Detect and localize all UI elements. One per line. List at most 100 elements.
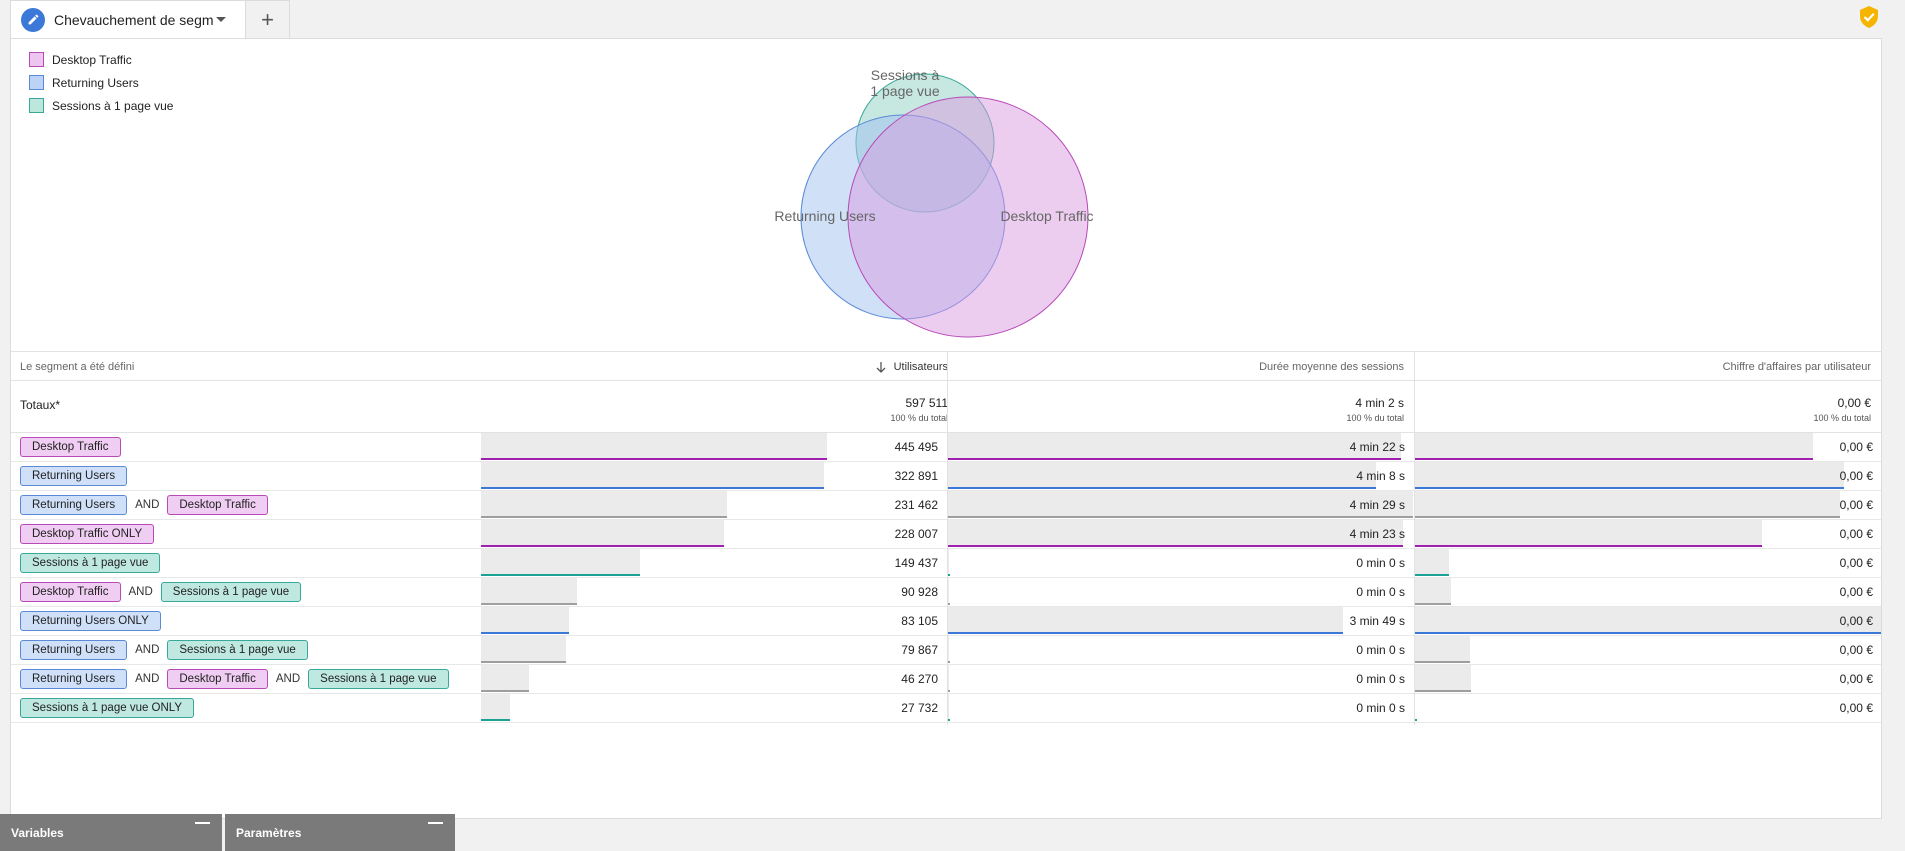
revenue-bar-line <box>1415 719 1417 721</box>
revenue-bar-line <box>1415 690 1471 692</box>
segment-chip[interactable]: Desktop Traffic ONLY <box>20 524 155 544</box>
duration-bar-line <box>948 632 1343 634</box>
duration-bar <box>948 491 1413 516</box>
venn-label-sessions-line2: 1 page vue <box>870 83 939 99</box>
segment-chip[interactable]: Returning Users <box>20 669 128 689</box>
table-row[interactable]: Returning Users AND Sessions à 1 page vue 7… <box>11 636 1881 665</box>
duration-cell: 4 min 22 s <box>948 433 1413 461</box>
column-header-segment[interactable]: Le segment a été défini <box>20 361 135 373</box>
table-row[interactable]: Returning Users 322 891 4 min 8 s 0,00 € <box>11 462 1881 491</box>
legend-item-returning: Returning Users <box>29 71 173 94</box>
segment-chip[interactable]: Sessions à 1 page vue <box>20 553 161 573</box>
venn-circle-desktop[interactable] <box>847 96 1089 338</box>
revenue-value: 0,00 € <box>1839 440 1873 454</box>
column-header-duration[interactable]: Durée moyenne des sessions <box>1259 361 1404 373</box>
users-cell: 445 495 <box>481 433 946 461</box>
revenue-bar-line <box>1415 458 1813 460</box>
users-bar <box>481 491 727 516</box>
duration-cell: 0 min 0 s <box>948 578 1413 606</box>
users-bar-line <box>481 516 727 518</box>
table-row[interactable]: Returning Users ONLY 83 105 3 min 49 s 0,00… <box>11 607 1881 636</box>
users-bar-line <box>481 487 824 489</box>
and-label: AND <box>135 673 160 685</box>
users-bar <box>481 694 510 719</box>
duration-bar <box>948 549 949 574</box>
legend-swatch <box>29 52 44 67</box>
column-header-users[interactable]: Utilisateurs <box>876 361 948 373</box>
users-bar-line <box>481 661 566 663</box>
arrow-down-icon <box>876 361 886 373</box>
duration-cell: 0 min 0 s <box>948 694 1413 722</box>
table-row[interactable]: Desktop Traffic ONLY 228 007 4 min 23 s 0,0… <box>11 520 1881 549</box>
segment-chip[interactable]: Desktop Traffic <box>167 669 268 689</box>
totals-duration: 4 min 2 s 100 % du total <box>1346 381 1404 423</box>
segment-chip[interactable]: Desktop Traffic <box>20 582 121 602</box>
segment-chip[interactable]: Desktop Traffic <box>20 437 121 457</box>
totals-users-value: 597 511 <box>905 396 949 410</box>
users-bar-line <box>481 690 529 692</box>
segment-chip[interactable]: Sessions à 1 page vue <box>308 669 449 689</box>
table-row[interactable]: Sessions à 1 page vue ONLY 27 732 0 min 0 … <box>11 694 1881 723</box>
users-cell: 149 437 <box>481 549 946 577</box>
segment-chip[interactable]: Returning Users <box>20 466 128 486</box>
segment-cell: Sessions à 1 page vue ONLY <box>20 694 195 722</box>
users-cell: 231 462 <box>481 491 946 519</box>
table-row[interactable]: Returning Users AND Desktop Traffic 231 462… <box>11 491 1881 520</box>
users-cell: 228 007 <box>481 520 946 548</box>
users-cell: 83 105 <box>481 607 946 635</box>
segment-chip[interactable]: Desktop Traffic <box>167 495 268 515</box>
totals-duration-value: 4 min 2 s <box>1355 396 1404 410</box>
totals-revenue-pct: 100 % du total <box>1813 413 1871 423</box>
revenue-bar <box>1415 520 1762 545</box>
duration-bar <box>948 636 949 661</box>
segment-chip[interactable]: Sessions à 1 page vue ONLY <box>20 698 195 718</box>
parametres-tab[interactable]: Paramètres <box>225 814 455 851</box>
chevron-down-icon[interactable] <box>216 17 226 22</box>
totals-users-pct: 100 % du total <box>890 413 948 423</box>
duration-bar-line <box>948 574 950 576</box>
segment-cell: Sessions à 1 page vue <box>20 549 161 577</box>
duration-bar <box>948 462 1376 487</box>
segment-chip[interactable]: Returning Users <box>20 495 128 515</box>
duration-bar-line <box>948 661 950 663</box>
column-header-revenue[interactable]: Chiffre d'affaires par utilisateur <box>1722 361 1871 373</box>
table-row[interactable]: Desktop Traffic AND Sessions à 1 page vue 9… <box>11 578 1881 607</box>
add-tab-button[interactable]: + <box>246 0 290 38</box>
table-row[interactable]: Desktop Traffic 445 495 4 min 22 s 0,00 € <box>11 433 1881 462</box>
table-row[interactable]: Returning Users AND Desktop Traffic AND Sess… <box>11 665 1881 694</box>
legend-label: Sessions à 1 page vue <box>52 98 174 113</box>
revenue-bar <box>1415 491 1840 516</box>
segment-chip[interactable]: Sessions à 1 page vue <box>167 640 308 660</box>
tab-bar: Chevauchement de segments + <box>0 0 1905 38</box>
minimize-icon[interactable] <box>428 822 443 824</box>
users-bar-line <box>481 603 577 605</box>
segment-cell: Returning Users <box>20 462 128 490</box>
users-cell: 46 270 <box>481 665 946 693</box>
duration-bar-line <box>948 719 950 721</box>
revenue-bar-line <box>1415 632 1881 634</box>
table-header: Le segment a été défini Utilisateurs Dur… <box>11 351 1881 381</box>
segment-chip[interactable]: Returning Users <box>20 640 128 660</box>
variables-tab[interactable]: Variables <box>0 814 222 851</box>
and-label: AND <box>135 499 160 511</box>
duration-bar <box>948 607 1343 632</box>
venn-label-desktop: Desktop Traffic <box>1000 208 1093 224</box>
revenue-value: 0,00 € <box>1839 527 1873 541</box>
totals-duration-pct: 100 % du total <box>1346 413 1404 423</box>
segment-chip[interactable]: Returning Users ONLY <box>20 611 161 631</box>
revenue-bar <box>1415 665 1471 690</box>
segment-table: Le segment a été défini Utilisateurs Dur… <box>11 351 1881 725</box>
table-row[interactable]: Sessions à 1 page vue 149 437 0 min 0 s 0,0… <box>11 549 1881 578</box>
duration-cell: 4 min 29 s <box>948 491 1413 519</box>
users-value: 83 105 <box>901 614 938 628</box>
users-value: 27 732 <box>901 701 938 715</box>
users-bar-line <box>481 458 827 460</box>
revenue-value: 0,00 € <box>1839 585 1873 599</box>
tab-segment-overlap[interactable]: Chevauchement de segments <box>10 0 246 38</box>
minimize-icon[interactable] <box>195 822 210 824</box>
pencil-icon[interactable] <box>21 7 45 32</box>
legend-label: Returning Users <box>52 75 139 90</box>
segment-chip[interactable]: Sessions à 1 page vue <box>160 582 302 602</box>
users-cell: 322 891 <box>481 462 946 490</box>
legend-swatch <box>29 98 44 113</box>
